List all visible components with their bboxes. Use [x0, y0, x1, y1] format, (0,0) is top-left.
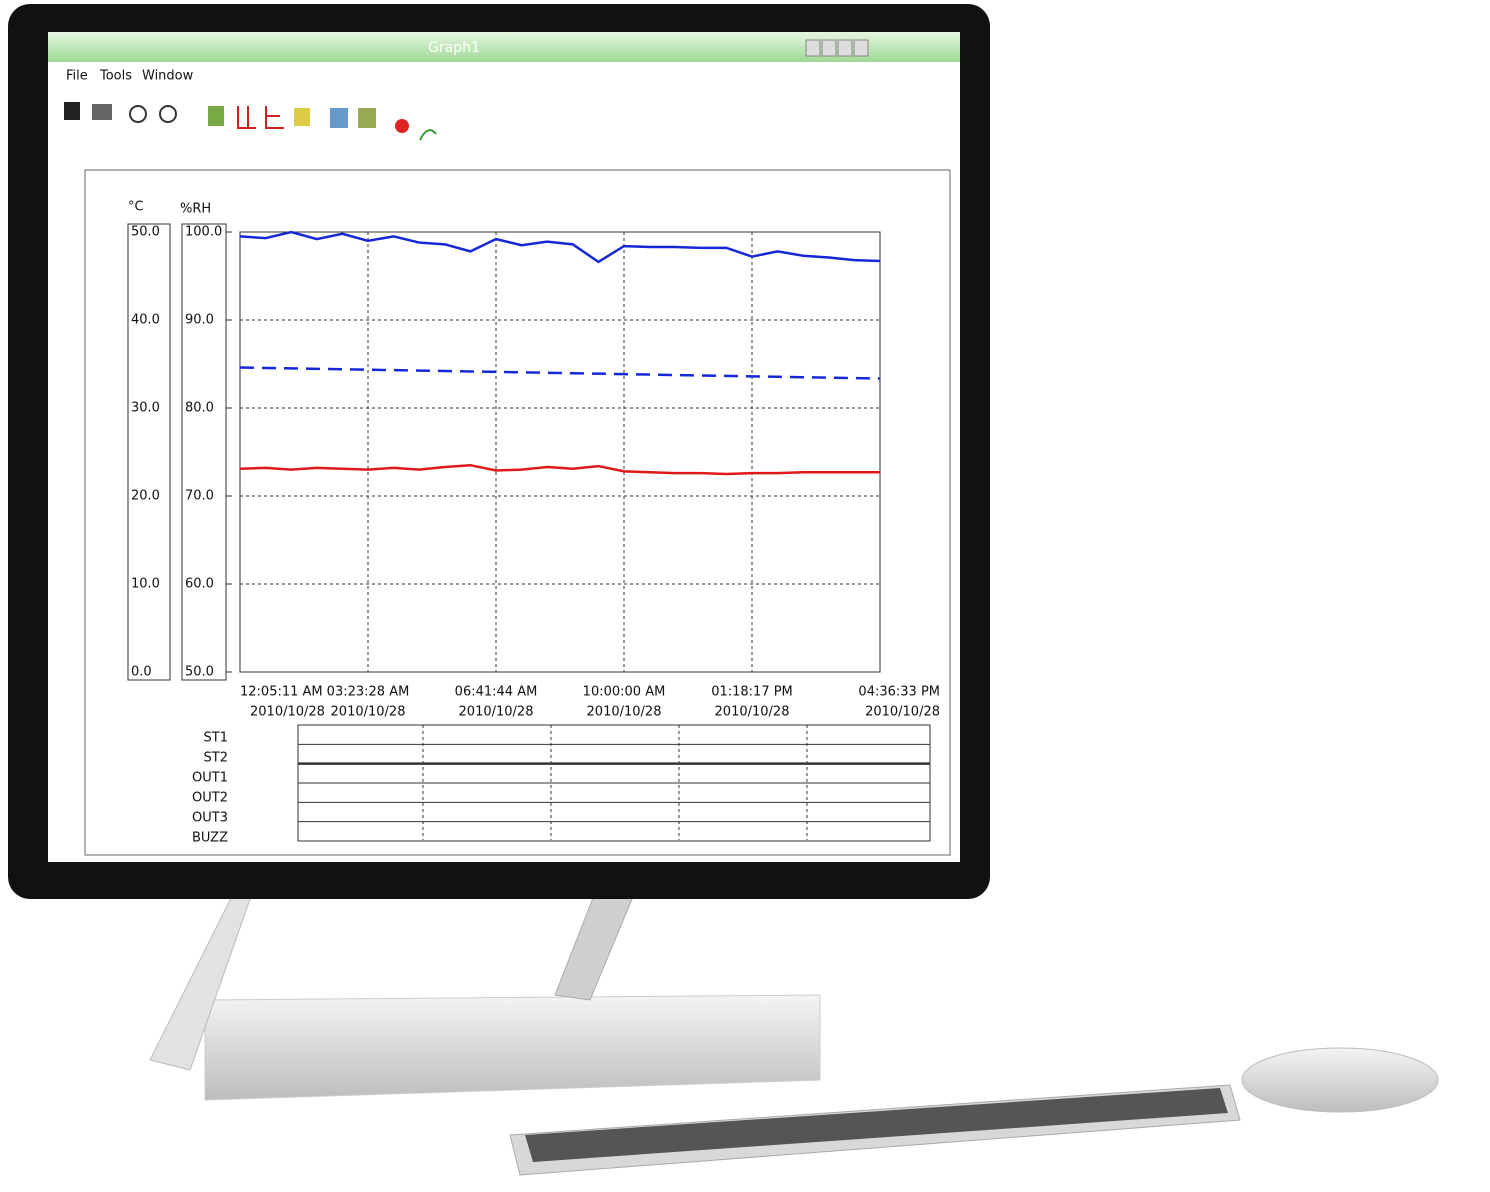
y-tick-label: 10.0	[131, 577, 160, 592]
base	[204, 994, 821, 1101]
icon[interactable]	[294, 108, 310, 126]
y-axis-label: °C	[128, 200, 144, 215]
x-tick-date: 2010/10/28	[250, 705, 325, 720]
y-tick-label: 40.0	[131, 313, 160, 328]
status-label: OUT2	[192, 791, 228, 806]
menu-item[interactable]: Window	[142, 69, 194, 84]
icon-zoom-out[interactable]	[159, 105, 177, 123]
window-title: Graph1	[428, 40, 480, 56]
y2-tick-label: 70.0	[185, 489, 214, 504]
icon[interactable]	[358, 108, 376, 128]
x-tick-label: 06:41:44 AM	[455, 685, 538, 700]
icon-zoom-in[interactable]	[129, 105, 147, 123]
y-tick-label: 20.0	[131, 489, 160, 504]
y2-axis-label: %RH	[180, 202, 211, 217]
keys	[525, 1088, 1228, 1162]
y-tick-label: 0.0	[131, 665, 152, 680]
mouse	[1241, 1047, 1439, 1113]
window-button[interactable]	[821, 39, 837, 57]
x-tick-date: 2010/10/28	[459, 705, 534, 720]
x-tick-label: 10:00:00 AM	[583, 685, 666, 700]
chart-frame	[84, 169, 951, 856]
window-buttons	[805, 39, 869, 57]
icon-save[interactable]	[64, 102, 80, 120]
icon[interactable]	[330, 108, 348, 128]
x-tick-label: 03:23:28 AM	[327, 685, 410, 700]
y2-tick-label: 60.0	[185, 577, 214, 592]
window-button[interactable]	[837, 39, 853, 57]
window-button[interactable]	[805, 39, 821, 57]
y-axis-box	[127, 223, 171, 681]
x-tick-label: 01:18:17 PM	[711, 685, 793, 700]
x-tick-label: 04:36:33 PM	[858, 685, 940, 700]
x-tick-date: 2010/10/28	[587, 705, 662, 720]
y-tick-label: 30.0	[131, 401, 160, 416]
menu-bar: File Tools Window	[66, 69, 194, 84]
series-line	[239, 463, 880, 476]
icon[interactable]	[419, 129, 437, 141]
menu-item[interactable]: File	[66, 69, 88, 84]
series-line	[239, 366, 881, 380]
x-tick-date: 2010/10/28	[715, 705, 790, 720]
series-line	[239, 230, 881, 264]
y2-tick-label: 80.0	[185, 401, 214, 416]
status-label: ST2	[204, 751, 228, 766]
x-tick-date: 2010/10/28	[331, 705, 406, 720]
x-tick-date: 2010/10/28	[865, 705, 940, 720]
y-tick-label: 50.0	[131, 225, 160, 240]
status-label: ST1	[204, 731, 228, 746]
y2-tick-label: 50.0	[185, 665, 214, 680]
icon-pin[interactable]	[395, 119, 409, 133]
window-button[interactable]	[853, 39, 869, 57]
icon[interactable]	[265, 106, 284, 129]
icon[interactable]	[237, 106, 256, 129]
toolbar	[64, 102, 437, 141]
status-label: BUZZ	[192, 831, 228, 846]
y2-axis-box	[181, 223, 227, 681]
y2-tick-label: 90.0	[185, 313, 214, 328]
status-label: OUT3	[192, 811, 228, 826]
y2-tick-label: 100.0	[185, 225, 222, 240]
x-tick-label: 12:05:11 AM	[240, 685, 323, 700]
menu-item[interactable]: Tools	[99, 69, 132, 84]
icon[interactable]	[208, 106, 224, 126]
status-label: OUT1	[192, 771, 228, 786]
icon-print[interactable]	[92, 104, 112, 120]
chart: °C %RH 0.0 10.0 20.0 30.0 40.0 50.0 50.0 60.0 70.0…	[127, 200, 940, 846]
